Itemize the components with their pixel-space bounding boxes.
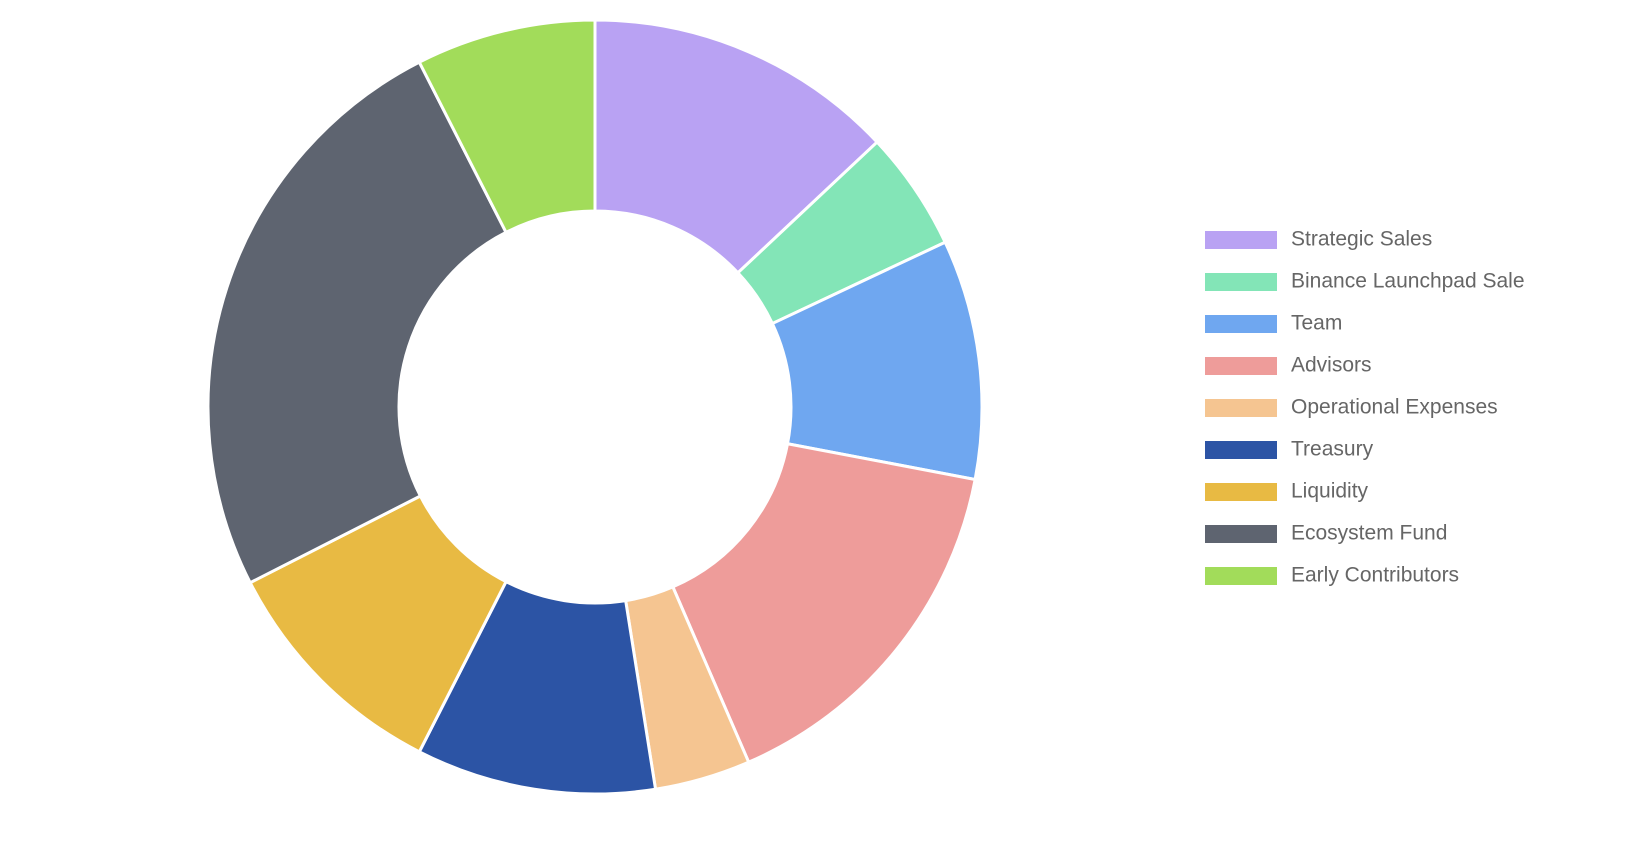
legend-label: Early Contributors (1291, 564, 1459, 587)
legend-swatch (1205, 441, 1277, 459)
legend-label: Treasury (1291, 438, 1374, 461)
legend-swatch (1205, 231, 1277, 249)
legend-swatch (1205, 525, 1277, 543)
legend-swatch (1205, 315, 1277, 333)
legend-swatch (1205, 399, 1277, 417)
legend-label: Binance Launchpad Sale (1291, 270, 1525, 293)
legend-label: Strategic Sales (1291, 228, 1432, 251)
legend-swatch (1205, 273, 1277, 291)
slice (206, 60, 509, 585)
legend-swatch (1205, 567, 1277, 585)
legend-swatch (1205, 483, 1277, 501)
slice (417, 18, 597, 235)
legend-label: Advisors (1291, 354, 1372, 377)
legend-label: Ecosystem Fund (1291, 522, 1447, 545)
legend-swatch (1205, 357, 1277, 375)
legend-label: Operational Expenses (1291, 396, 1498, 419)
legend-label: Liquidity (1291, 480, 1369, 503)
legend-label: Team (1291, 312, 1342, 335)
slice (593, 18, 880, 275)
slice (670, 441, 977, 765)
